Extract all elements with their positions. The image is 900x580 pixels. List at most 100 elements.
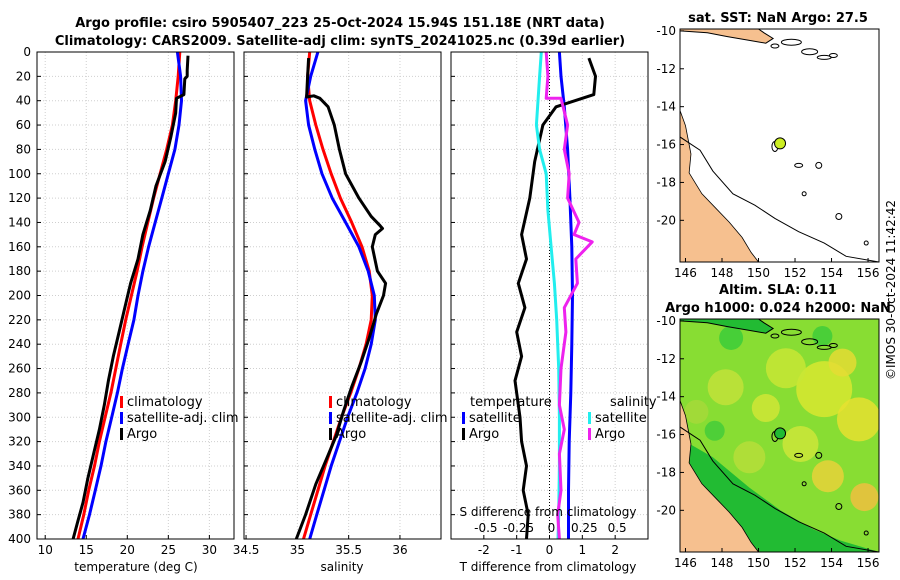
island-outline: [828, 53, 838, 59]
legend-label: Argo: [469, 427, 499, 442]
sla-anomaly-patch: [719, 325, 744, 350]
x-tick-label: 36: [392, 543, 407, 557]
x-tick-label: 25: [161, 543, 176, 557]
sla-anomaly-patch: [707, 369, 744, 406]
map-y-tick-label: -20: [656, 213, 676, 227]
reef-outline: [801, 481, 807, 487]
y-tick-label: 240: [8, 337, 31, 351]
island-outline: [828, 343, 838, 349]
sla-map-title-line2: Argo h1000: 0.024 h2000: NaN: [665, 301, 891, 316]
legend-label: Argo: [595, 427, 625, 442]
legend-swatch: [329, 412, 332, 424]
axes-frame: [36, 51, 235, 540]
x-tick-label: 30: [202, 543, 217, 557]
australia-land: [680, 110, 760, 262]
y-tick-label: 140: [8, 215, 31, 229]
x-tick-label: 1: [579, 543, 587, 557]
difference-top-xlabel: S difference from climatology: [460, 505, 637, 519]
map-frame: [679, 318, 880, 553]
y-tick-label: 220: [8, 313, 31, 327]
sla-anomaly-patch: [751, 394, 780, 423]
shelf-contour: [680, 426, 879, 552]
map-content: [680, 29, 879, 262]
series-line-temperature-satellite: [557, 52, 574, 539]
salinity-xlabel: salinity: [320, 560, 363, 574]
y-tick-label: 20: [16, 69, 31, 83]
difference-xlabel: T difference from climatology: [459, 560, 637, 574]
figure-title-line1: Argo profile: csiro 5905407_223 25-Oct-2…: [75, 16, 605, 31]
sst-map-panel: 146 148 150 152 154 156 -10 -12 -14 -16 -18 -20: [656, 24, 880, 280]
map-x-tick-label: 148: [711, 266, 734, 280]
map-x-tick-label: 156: [857, 266, 880, 280]
legend-label: satellite-adj. clim: [127, 411, 239, 426]
x-tick-label: 15: [79, 543, 94, 557]
series-line-satellite-adj-clim: [81, 52, 183, 539]
legend-title: salinity: [610, 395, 657, 410]
legend-label: satellite: [469, 411, 521, 426]
reef-outline: [794, 452, 804, 458]
sla-anomaly-patch: [811, 460, 844, 493]
difference-profile-panel: -2 -1 0 1 2 -0.5 -0.25 0 0.25 0.5 temperature salin…: [450, 51, 657, 557]
legend-title: temperature: [470, 395, 552, 410]
x-tick-label: -1: [511, 543, 523, 557]
y-tick-label: 260: [8, 362, 31, 376]
map-content: [680, 319, 879, 552]
reef-outline: [835, 503, 843, 511]
sla-anomaly-patch: [782, 426, 819, 463]
sla-map-panel: 146 148 150 152 154 156 -10 -12 -14 -16 -18 -20: [656, 314, 880, 570]
y-tick-label: 340: [8, 459, 31, 473]
y-tick-label: 380: [8, 508, 31, 522]
temperature-profile-panel: 10 15 20 25 30020406080100120140160180200220…: [8, 45, 239, 557]
reef-outline: [835, 213, 843, 221]
series-line-argo: [294, 58, 388, 539]
legend-label: satellite: [595, 411, 647, 426]
y-tick-label: 360: [8, 483, 31, 497]
map-x-tick-label: 146: [674, 556, 697, 570]
y-tick-label: 320: [8, 435, 31, 449]
sla-anomaly-patch: [684, 399, 709, 424]
map-y-tick-label: -18: [656, 465, 676, 479]
series-group: [71, 52, 190, 539]
map-y-tick-label: -20: [656, 503, 676, 517]
series-line-argo: [71, 55, 190, 539]
legend-label: Argo: [127, 427, 157, 442]
series-group: [294, 52, 388, 539]
legend-label: Argo: [336, 427, 366, 442]
map-y-tick-label: -10: [656, 24, 676, 38]
y-tick-label: 300: [8, 410, 31, 424]
y-tick-label: 120: [8, 191, 31, 205]
map-y-tick-label: -18: [656, 175, 676, 189]
map-x-tick-label: 146: [674, 266, 697, 280]
map-y-tick-label: -14: [656, 100, 676, 114]
sla-anomaly-patch: [828, 348, 857, 377]
reef-outline: [863, 240, 869, 246]
top-x-tick-label: -0.5: [474, 521, 497, 535]
y-tick-label: 180: [8, 264, 31, 278]
map-y-tick-label: -16: [656, 428, 676, 442]
png-coast: [680, 319, 775, 334]
map-x-tick-label: 154: [820, 556, 843, 570]
argo-float-marker: [774, 137, 787, 150]
x-tick-label: -2: [478, 543, 490, 557]
y-tick-label: 60: [16, 118, 31, 132]
temperature-xlabel: temperature (deg C): [74, 560, 197, 574]
top-x-tick-label: 0: [548, 521, 556, 535]
sla-anomaly-patch: [765, 348, 806, 389]
island-outline: [770, 43, 780, 49]
y-tick-label: 160: [8, 240, 31, 254]
island-outline: [801, 338, 819, 346]
map-x-tick-label: 148: [711, 556, 734, 570]
legend-swatch: [120, 396, 123, 408]
y-tick-label: 40: [16, 94, 31, 108]
map-y-tick-label: -12: [656, 352, 676, 366]
legend-swatch: [329, 396, 332, 408]
x-tick-label: 0: [546, 543, 554, 557]
argo-float-marker: [774, 427, 787, 440]
island-outline: [801, 48, 819, 56]
png-coast: [680, 29, 775, 44]
legend-label: climatology: [127, 395, 203, 410]
map-x-tick-label: 156: [857, 556, 880, 570]
series-line-temperature-argo: [513, 57, 597, 539]
